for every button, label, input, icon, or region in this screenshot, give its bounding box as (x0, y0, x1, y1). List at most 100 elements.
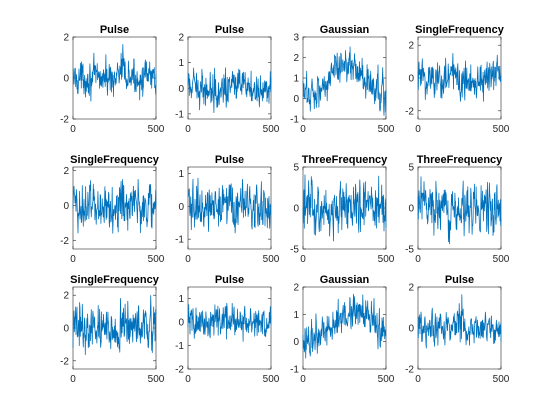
x-tick-label: 500 (493, 124, 510, 135)
x-tick-label: 500 (493, 254, 510, 265)
axes-box (302, 36, 387, 120)
series-line (72, 295, 157, 356)
y-tick-label: 0 (63, 324, 69, 335)
y-tick-label: -2 (405, 365, 414, 376)
panel-title: Pulse (215, 274, 244, 286)
series-line (187, 302, 272, 342)
x-tick-label: 500 (263, 254, 280, 265)
y-tick-label: 0 (408, 204, 414, 215)
panel-title: ThreeFrequency (302, 154, 388, 166)
subplot-10: Pulse -2 -1 0 1 0 500 (175, 274, 280, 385)
y-tick-label: 0 (408, 74, 414, 85)
y-tick-label: 5 (408, 163, 414, 174)
x-tick-label: 500 (378, 124, 395, 135)
y-tick-label: 0 (293, 337, 299, 348)
series-line (187, 177, 272, 234)
x-tick-label: 0 (415, 254, 421, 265)
panel-title: SingleFrequency (415, 24, 505, 36)
y-tick-label: 0 (63, 74, 69, 85)
x-tick-label: 500 (493, 374, 510, 385)
panel-title: Pulse (215, 24, 244, 36)
y-tick-label: -1 (175, 109, 184, 120)
x-tick-label: 0 (185, 374, 191, 385)
y-tick-label: 5 (293, 163, 299, 174)
series-line (417, 294, 502, 349)
axes-box (302, 286, 387, 370)
y-tick-label: -5 (405, 245, 414, 256)
y-tick-label: 0 (178, 318, 184, 329)
y-tick-label: -2 (60, 115, 69, 126)
y-tick-label: -5 (290, 245, 299, 256)
y-tick-label: 1 (178, 58, 184, 69)
y-tick-label: 0 (408, 324, 414, 335)
panel-title: SingleFrequency (70, 274, 160, 286)
y-tick-label: 2 (293, 53, 299, 64)
x-tick-label: 500 (148, 254, 165, 265)
series-line (302, 174, 387, 242)
series-line (72, 178, 157, 234)
series-line (187, 67, 272, 113)
x-tick-label: 500 (378, 374, 395, 385)
y-tick-label: 2 (63, 33, 69, 44)
y-tick-label: 1 (293, 74, 299, 85)
y-tick-label: -1 (175, 235, 184, 246)
y-tick-label: 1 (178, 169, 184, 180)
y-tick-label: 0 (293, 94, 299, 105)
panel-title: Pulse (445, 274, 474, 286)
y-tick-label: 0 (178, 202, 184, 213)
y-tick-label: -2 (60, 236, 69, 247)
panel-title: Pulse (215, 154, 244, 166)
x-tick-label: 500 (148, 374, 165, 385)
x-tick-label: 0 (70, 254, 76, 265)
x-tick-label: 0 (300, 374, 306, 385)
x-tick-label: 0 (415, 124, 421, 135)
y-tick-label: 0 (63, 201, 69, 212)
x-tick-label: 0 (415, 374, 421, 385)
y-tick-label: -1 (290, 115, 299, 126)
y-tick-label: 0 (293, 204, 299, 215)
series-line (417, 176, 502, 245)
y-tick-label: 2 (408, 41, 414, 52)
y-tick-label: -1 (290, 365, 299, 376)
y-tick-label: 2 (63, 166, 69, 177)
panel-title: Pulse (100, 24, 129, 36)
x-tick-label: 0 (70, 374, 76, 385)
y-tick-label: 1 (178, 294, 184, 305)
x-tick-label: 0 (300, 124, 306, 135)
x-tick-label: 0 (300, 254, 306, 265)
x-tick-label: 0 (185, 254, 191, 265)
y-tick-label: 2 (63, 291, 69, 302)
series-line (302, 46, 387, 116)
y-tick-label: 2 (178, 33, 184, 44)
y-tick-label: -2 (175, 365, 184, 376)
y-tick-label: -2 (60, 356, 69, 367)
y-tick-label: 1 (293, 310, 299, 321)
x-tick-label: 0 (185, 124, 191, 135)
panel-title: Gaussian (320, 24, 370, 36)
x-tick-label: 500 (148, 124, 165, 135)
y-tick-label: 0 (178, 84, 184, 95)
y-tick-label: 2 (408, 283, 414, 294)
panel-title: ThreeFrequency (417, 154, 503, 166)
y-tick-label: -1 (175, 341, 184, 352)
x-tick-label: 500 (263, 374, 280, 385)
x-tick-label: 0 (70, 124, 76, 135)
series-line (417, 53, 502, 102)
series-line (302, 293, 387, 359)
x-tick-label: 500 (378, 254, 395, 265)
panel-title: Gaussian (320, 274, 370, 286)
series-line (72, 44, 157, 102)
x-tick-label: 500 (263, 124, 280, 135)
y-tick-label: 3 (293, 33, 299, 44)
